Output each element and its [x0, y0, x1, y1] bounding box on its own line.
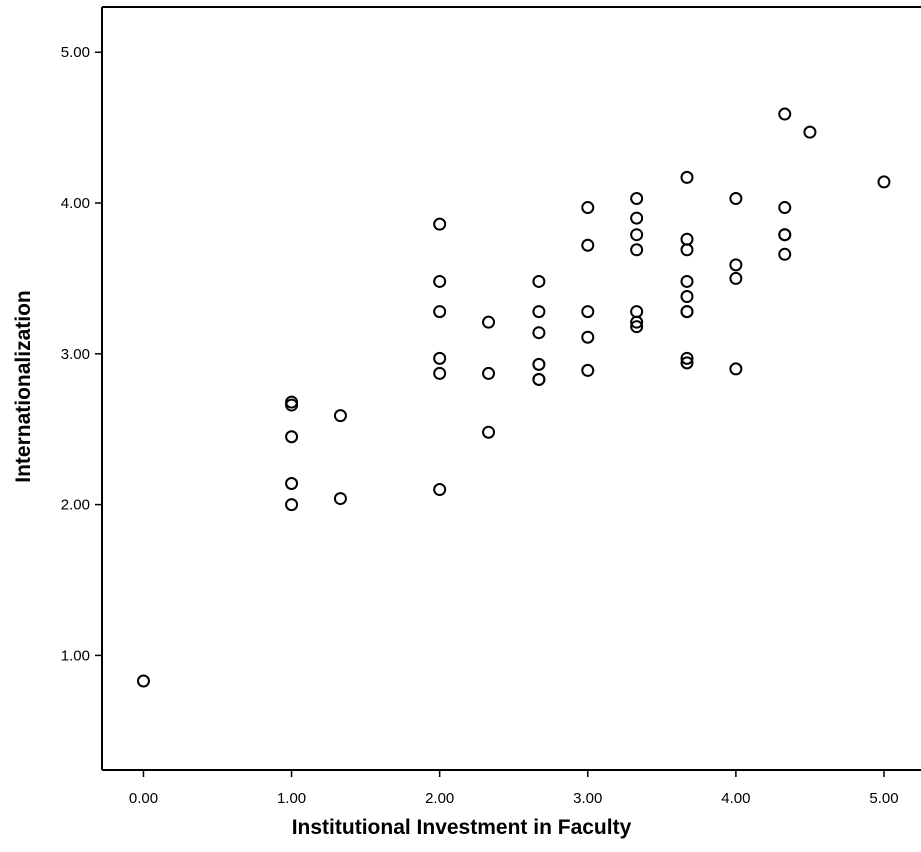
- x-tick-label: 0.00: [129, 790, 158, 807]
- y-tick-label: 5.00: [61, 44, 90, 61]
- x-tick-label: 1.00: [277, 790, 306, 807]
- data-point: [433, 366, 447, 380]
- data-point: [680, 274, 694, 288]
- data-point: [630, 305, 644, 319]
- points-group: [136, 107, 891, 688]
- data-point: [630, 211, 644, 225]
- data-point: [333, 492, 347, 506]
- data-point: [581, 363, 595, 377]
- data-point: [581, 305, 595, 319]
- y-tick-label: 3.00: [61, 346, 90, 363]
- data-point: [285, 398, 299, 412]
- data-point: [581, 330, 595, 344]
- data-point: [680, 232, 694, 246]
- data-point: [433, 483, 447, 497]
- data-point: [630, 315, 644, 329]
- x-tick-label: 5.00: [869, 790, 898, 807]
- data-point: [285, 430, 299, 444]
- data-point: [482, 366, 496, 380]
- data-point: [285, 498, 299, 512]
- data-point: [729, 192, 743, 206]
- data-point: [877, 175, 891, 189]
- data-point: [433, 274, 447, 288]
- data-point: [680, 356, 694, 370]
- x-tick-label: 4.00: [721, 790, 750, 807]
- data-point: [482, 425, 496, 439]
- data-point: [778, 247, 792, 261]
- data-point: [803, 125, 817, 139]
- data-point: [532, 305, 546, 319]
- data-point: [630, 320, 644, 334]
- data-point: [532, 274, 546, 288]
- data-point: [778, 107, 792, 121]
- data-point: [532, 326, 546, 340]
- data-point: [680, 290, 694, 304]
- data-point: [680, 243, 694, 257]
- data-point: [581, 201, 595, 215]
- x-tick-label: 2.00: [425, 790, 454, 807]
- data-point: [136, 674, 150, 688]
- data-point: [333, 409, 347, 423]
- data-point: [630, 228, 644, 242]
- data-point: [630, 243, 644, 257]
- data-point: [729, 271, 743, 285]
- x-axis-title: Institutional Investment in Faculty: [292, 816, 632, 839]
- data-point: [285, 476, 299, 490]
- data-point: [680, 351, 694, 365]
- data-point: [680, 305, 694, 319]
- data-point: [532, 357, 546, 371]
- data-point: [778, 201, 792, 215]
- y-axis-title: Internationalization: [12, 290, 35, 483]
- axes: [101, 6, 921, 771]
- x-tick-label: 3.00: [573, 790, 602, 807]
- data-point: [680, 170, 694, 184]
- data-point: [778, 228, 792, 242]
- data-point: [630, 192, 644, 206]
- data-point: [482, 315, 496, 329]
- data-point: [729, 258, 743, 272]
- y-tick-label: 2.00: [61, 497, 90, 514]
- y-tick-label: 1.00: [61, 647, 90, 664]
- data-point: [729, 362, 743, 376]
- y-tick-label: 4.00: [61, 195, 90, 212]
- data-point: [433, 351, 447, 365]
- tick-group: 0.00 1.00 2.00 3.00 4.00 5.00 1.00 2.00 3.00 4.00…: [61, 44, 899, 807]
- data-point: [433, 305, 447, 319]
- data-point: [581, 238, 595, 252]
- data-point: [433, 217, 447, 231]
- data-point: [532, 372, 546, 386]
